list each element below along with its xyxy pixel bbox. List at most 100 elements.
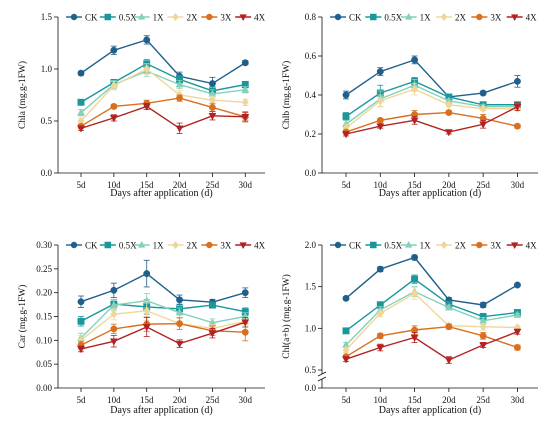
x-tick-label: 20d — [173, 180, 187, 190]
series-line — [80, 97, 246, 127]
legend: CK 0.5X 1X 2X 3X 4X — [330, 241, 537, 251]
y-tick-label: 0.0 — [305, 383, 317, 393]
y-axis-label: Chl(a+b) (mg.g-1FW) — [281, 274, 292, 359]
data-point — [142, 103, 151, 111]
series-line — [345, 84, 518, 125]
y-tick-label: 1.5 — [41, 12, 53, 22]
data-point — [376, 308, 384, 318]
legend-label: CK — [349, 13, 362, 23]
series-line — [345, 292, 518, 351]
series-4X — [77, 102, 250, 134]
y-tick-label: 0.0 — [41, 168, 53, 178]
legend-marker — [334, 13, 342, 21]
data-point — [110, 325, 118, 333]
legend-label: 1X — [153, 241, 165, 251]
data-point — [175, 125, 184, 133]
legend-marker — [172, 240, 179, 250]
series-line — [80, 272, 246, 303]
axis-break-mark — [317, 376, 327, 382]
data-point — [513, 344, 521, 351]
series-line — [345, 111, 518, 133]
x-axis-label: Days after application (d) — [379, 405, 481, 416]
y-tick-label: 0.25 — [36, 264, 52, 274]
series-line — [80, 68, 246, 122]
series-line — [345, 325, 518, 358]
series-line — [345, 59, 518, 98]
data-point — [208, 80, 216, 88]
x-tick-label: 30d — [511, 180, 525, 190]
series-line — [80, 303, 246, 322]
y-tick-label: 0.20 — [36, 288, 52, 298]
data-point — [208, 112, 217, 121]
legend-marker — [206, 13, 213, 21]
legend-label: 4X — [254, 13, 266, 23]
y-tick-label: 1.0 — [305, 323, 317, 333]
data-point — [479, 121, 488, 129]
data-point — [479, 89, 487, 97]
x-tick-label: 15d — [140, 395, 154, 405]
series-line — [80, 300, 246, 339]
data-point — [176, 320, 184, 328]
legend-marker — [70, 241, 78, 249]
x-tick-label: 15d — [408, 180, 422, 190]
data-point — [342, 294, 350, 302]
x-tick-label: 15d — [408, 395, 422, 405]
legend-marker — [104, 13, 112, 21]
legend-marker — [172, 12, 179, 22]
y-axis-label: Car (mg.g-1FW) — [17, 285, 28, 349]
y-tick-label: 1.0 — [41, 64, 53, 74]
data-point — [77, 69, 85, 77]
x-tick-label: 10d — [107, 395, 121, 405]
series-line — [345, 256, 518, 306]
series-CK — [77, 35, 249, 91]
data-point — [479, 342, 488, 350]
y-axis-label: Chla (mg.g-1FW) — [17, 61, 28, 129]
data-point — [109, 115, 118, 123]
legend-marker — [370, 241, 377, 249]
series-1X — [342, 286, 522, 348]
legend-label: CK — [349, 241, 362, 251]
series-CK — [342, 254, 521, 309]
series-line — [345, 290, 518, 346]
y-axis-label: Chlb (mg.g-1FW) — [281, 61, 292, 130]
series-line — [80, 321, 246, 350]
data-point — [77, 98, 85, 106]
data-point — [513, 103, 522, 112]
x-axis-label: Days after application (d) — [379, 188, 481, 199]
x-tick-label: 30d — [511, 395, 525, 405]
chart-panel-2: 0.0 0.2 0.4 0.6 0.8 5d 10d 15d 20d 25d 30d Days aft… — [281, 12, 538, 199]
legend-label: 0.5X — [384, 13, 402, 23]
legend-label: 3X — [220, 241, 232, 251]
data-point — [410, 117, 419, 125]
data-point — [208, 330, 217, 338]
data-point — [513, 281, 521, 289]
series-line — [80, 105, 246, 130]
y-tick-label: 0.00 — [36, 383, 52, 393]
series-4X — [77, 317, 250, 354]
series-1X — [77, 65, 250, 117]
legend-marker — [370, 13, 377, 21]
legend-marker — [239, 242, 247, 250]
x-tick-label: 30d — [239, 395, 253, 405]
data-point — [110, 46, 118, 54]
legend: CK 0.5X 1X 2X 3X 4X — [66, 13, 266, 23]
y-tick-label: 0.8 — [305, 12, 317, 22]
data-point — [445, 100, 453, 110]
legend-marker — [137, 240, 146, 248]
data-point — [376, 265, 384, 273]
data-point — [513, 328, 522, 337]
legend-label: 1X — [153, 13, 165, 23]
x-tick-label: 20d — [173, 395, 187, 405]
x-tick-label: 15d — [140, 180, 154, 190]
data-point — [376, 123, 385, 131]
legend-marker — [334, 241, 342, 249]
data-point — [342, 113, 350, 120]
data-point — [109, 338, 118, 346]
series-3X — [77, 94, 249, 130]
data-point — [376, 68, 384, 76]
data-point — [444, 357, 453, 365]
legend-label: 0.5X — [384, 241, 402, 251]
data-point — [142, 324, 151, 332]
series-line — [345, 106, 518, 135]
data-point — [479, 104, 487, 114]
